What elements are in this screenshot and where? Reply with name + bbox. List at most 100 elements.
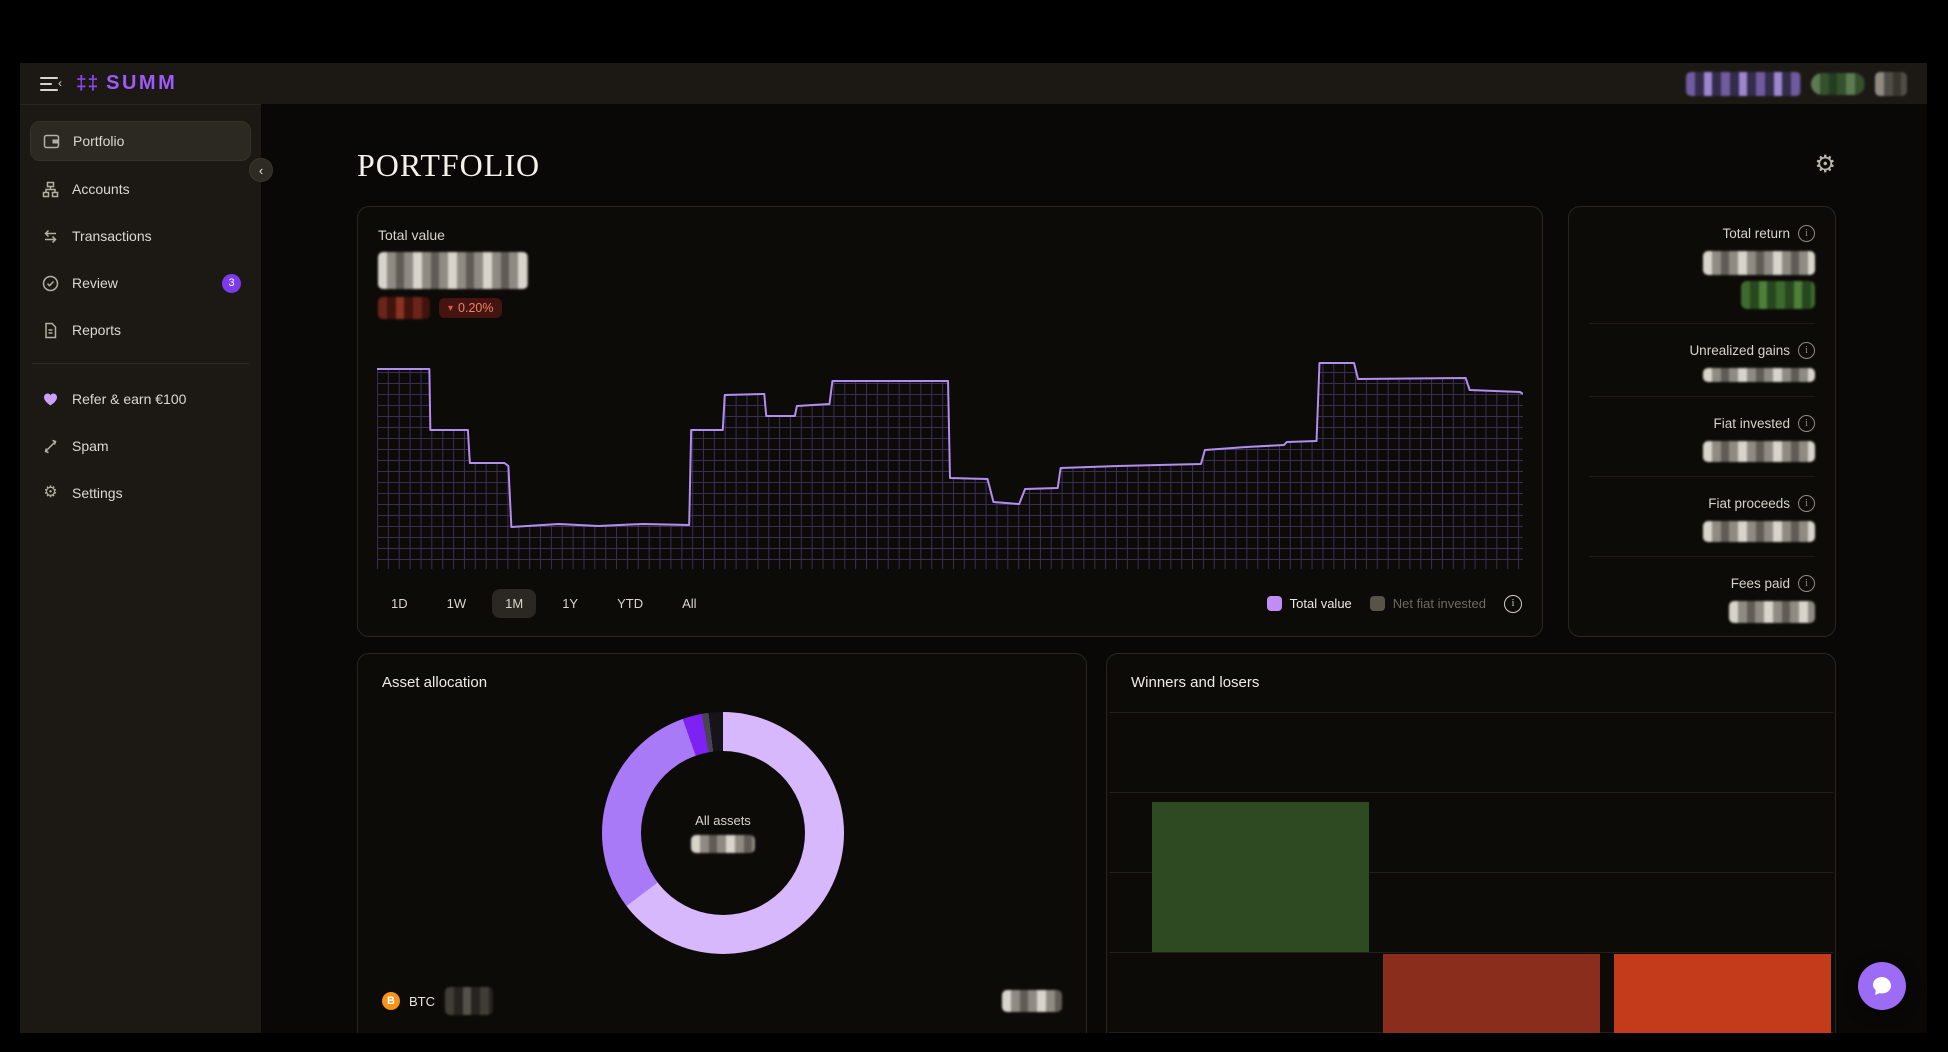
stat-row-unrealized-gains: Unrealized gains	[1589, 324, 1815, 397]
redacted-status-chip[interactable]	[1811, 72, 1865, 95]
range-button-1w[interactable]: 1W	[446, 596, 467, 611]
stat-label-text: Total return	[1722, 226, 1790, 241]
gridline	[1109, 872, 1833, 873]
sidebar-item-label: Spam	[72, 438, 109, 454]
legend-swatch-net-fiat	[1369, 596, 1385, 611]
gridline	[1109, 712, 1833, 713]
sidebar-item-portfolio[interactable]: Portfolio	[30, 121, 251, 161]
review-count-badge: 3	[222, 273, 241, 293]
winners-losers-card: Winners and losers	[1106, 653, 1836, 1033]
info-icon[interactable]	[1798, 575, 1815, 592]
redacted-change-amount	[378, 297, 430, 319]
stat-label-text: Fiat proceeds	[1708, 496, 1790, 511]
asset-row-2[interactable]: ◆	[382, 1030, 1062, 1033]
sidebar-item-label: Accounts	[72, 181, 130, 197]
logo-wordmark: SUMM	[106, 72, 178, 94]
range-button-1m[interactable]: 1M	[492, 589, 537, 618]
winners-losers-plot	[1109, 654, 1833, 1033]
range-button-1y[interactable]: 1Y	[562, 596, 579, 611]
legend-net-fiat-invested[interactable]: Net fiat invested	[1369, 596, 1486, 611]
sidebar-item-label: Portfolio	[73, 133, 125, 149]
top-right-controls	[1686, 71, 1907, 96]
sidebar-item-refer[interactable]: Refer & earn €100	[30, 380, 251, 418]
total-value-chart	[377, 361, 1523, 569]
legend-label: Total value	[1289, 596, 1352, 611]
donut-center-label: All assets	[695, 813, 751, 828]
sidebar-item-label: Reports	[72, 322, 122, 338]
sidebar-item-label: Refer & earn €100	[72, 391, 187, 407]
bar-loser-2[interactable]	[1614, 954, 1831, 1033]
asset-allocation-title: Asset allocation	[382, 674, 488, 691]
info-icon[interactable]	[1798, 225, 1815, 242]
chat-launcher-button[interactable]	[1858, 962, 1906, 1010]
sidebar-divider	[32, 363, 249, 364]
redacted-stat-value	[1703, 441, 1815, 462]
info-icon[interactable]	[1798, 342, 1815, 359]
redacted-asset-value	[1002, 990, 1062, 1012]
settings-icon: ⚙	[43, 484, 58, 501]
sidebar-item-accounts[interactable]: Accounts	[30, 170, 251, 208]
stats-panel: Total return Unrealized gains	[1568, 206, 1836, 637]
legend-total-value[interactable]: Total value	[1266, 596, 1352, 611]
range-button-ytd[interactable]: YTD	[617, 596, 644, 611]
review-icon	[42, 275, 59, 292]
total-value-card: Total value ▾ 0.20%	[357, 206, 1543, 637]
logo-sparkle-icon: ‡‡	[76, 73, 100, 94]
sidebar-item-settings[interactable]: ⚙ Settings	[30, 474, 251, 512]
gridline	[1109, 792, 1833, 793]
main-content: PORTFOLIO ⚙ Total value ▾ 0.20%	[261, 104, 1927, 1033]
sidebar-item-label: Settings	[72, 485, 123, 501]
sidebar-item-review[interactable]: Review 3	[30, 264, 251, 302]
transactions-icon	[42, 228, 59, 245]
info-icon[interactable]	[1798, 495, 1815, 512]
sidebar-collapse-button[interactable]: ‹	[249, 158, 273, 182]
info-icon[interactable]	[1798, 415, 1815, 432]
gridline	[1109, 952, 1833, 953]
top-bar: ‹ ‡‡ SUMM	[20, 63, 1927, 104]
stat-label-text: Fees paid	[1730, 576, 1790, 591]
redacted-avatar[interactable]	[1875, 71, 1907, 96]
sidebar-item-transactions[interactable]: Transactions	[30, 217, 251, 255]
chart-info-icon[interactable]	[1504, 594, 1522, 613]
portfolio-icon	[43, 133, 60, 150]
redacted-return-badge	[1741, 281, 1815, 309]
bar-loser-1[interactable]	[1383, 954, 1600, 1033]
redacted-donut-center-value	[691, 835, 755, 853]
range-button-all[interactable]: All	[682, 596, 697, 611]
stat-row-total-return: Total return	[1589, 207, 1815, 324]
bar-winner-1[interactable]	[1152, 801, 1369, 952]
range-button-1d[interactable]: 1D	[391, 596, 408, 611]
bitcoin-icon: B	[382, 992, 400, 1010]
total-value-label: Total value	[378, 227, 445, 243]
sidebar-toggle-icon[interactable]: ‹	[40, 76, 62, 92]
change-percent-value: 0.20%	[458, 301, 494, 315]
stat-row-fiat-proceeds: Fiat proceeds	[1589, 477, 1815, 557]
stat-label-text: Unrealized gains	[1689, 343, 1790, 358]
stat-label-text: Fiat invested	[1713, 416, 1790, 431]
sidebar-item-label: Review	[72, 275, 118, 291]
asset-row-btc[interactable]: B BTC	[382, 984, 1062, 1018]
donut-center: All assets	[641, 751, 805, 915]
legend-swatch-total-value	[1266, 596, 1282, 611]
redacted-total-value	[378, 252, 528, 289]
app-logo[interactable]: ‡‡ SUMM	[76, 72, 177, 95]
redacted-account-selector[interactable]	[1686, 71, 1801, 96]
change-percent-badge: ▾ 0.20%	[439, 298, 503, 318]
legend-label: Net fiat invested	[1392, 596, 1486, 611]
winners-losers-title: Winners and losers	[1131, 674, 1260, 691]
chart-legend: Total value Net fiat invested	[1266, 594, 1522, 613]
asset-allocation-card: Asset allocation All assets B BTC	[357, 653, 1087, 1033]
sidebar-item-spam[interactable]: Spam	[30, 427, 251, 465]
page-settings-gear-icon[interactable]: ⚙	[1814, 151, 1836, 178]
sidebar-item-reports[interactable]: Reports	[30, 311, 251, 349]
stat-row-fiat-invested: Fiat invested	[1589, 397, 1815, 477]
redacted-stat-value	[1703, 251, 1815, 276]
sidebar-item-label: Transactions	[72, 228, 152, 244]
sidebar: ‹ Portfolio	[20, 104, 273, 1033]
redacted-asset-amount	[445, 987, 493, 1015]
redacted-stat-value	[1703, 368, 1815, 382]
spam-icon	[42, 438, 59, 455]
chat-icon	[1873, 977, 1891, 995]
redacted-stat-value	[1703, 521, 1815, 542]
